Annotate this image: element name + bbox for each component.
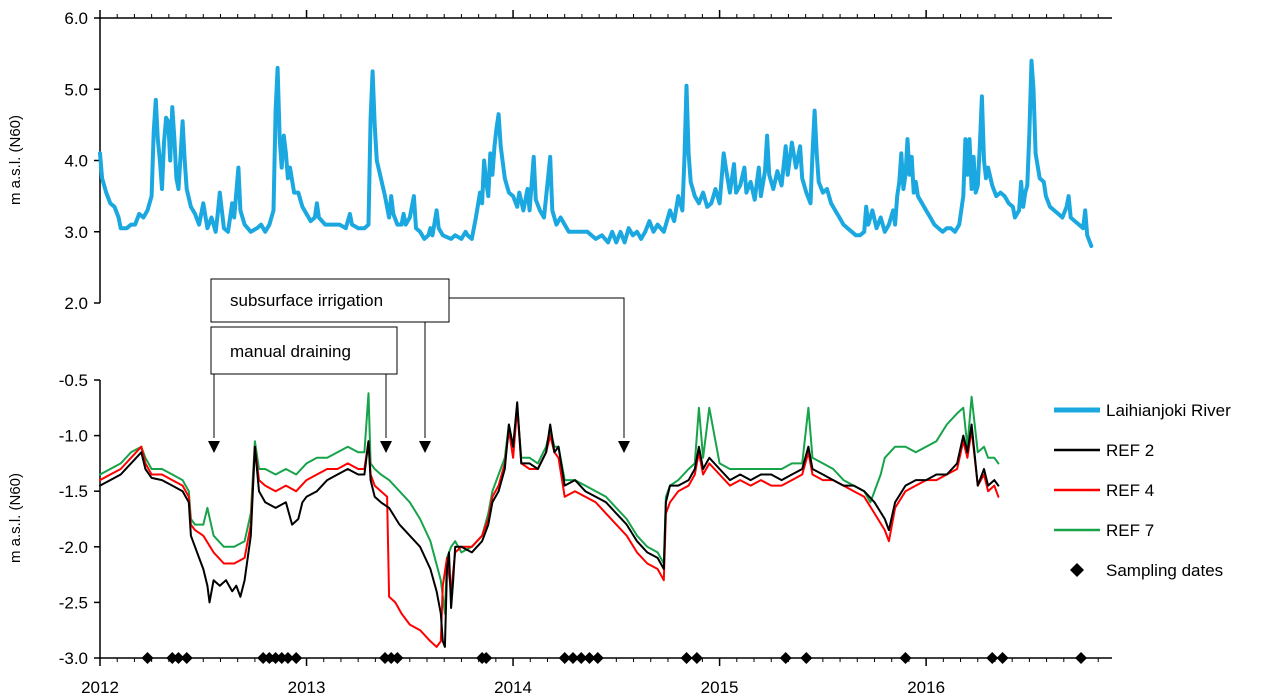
sampling-date-marker: [899, 652, 912, 664]
legend-label: REF 7: [1106, 521, 1154, 540]
annotation-manual-draining: manual draining: [208, 326, 398, 453]
sampling-date-marker: [779, 652, 792, 664]
top-y-axis-label: m a.s.l. (N60): [7, 115, 24, 205]
sampling-date-marker: [480, 652, 493, 664]
top-panel: m a.s.l. (N60) 2.0 3.0 4.0 5.0 6.0: [7, 9, 1112, 313]
sampling-date-marker: [575, 652, 588, 664]
x-tick-label: 2013: [288, 678, 326, 697]
series-line-ref-4: [99, 406, 1000, 648]
sampling-date-marker: [166, 652, 179, 664]
y-tick-label: 3.0: [64, 223, 88, 242]
bottom-y-axis-label: m a.s.l. (N60): [7, 473, 24, 563]
sampling-date-marker: [257, 652, 270, 664]
legend-label: Laihianjoki River: [1106, 401, 1231, 420]
y-tick-label: -2.0: [59, 538, 88, 557]
legend-label: REF 4: [1106, 481, 1154, 500]
legend-swatch: [1070, 563, 1084, 577]
annotation-subsurface-irrigation: subsurface irrigation: [210, 278, 630, 453]
arrow-head: [208, 441, 220, 453]
sampling-date-marker: [281, 652, 294, 664]
annotation-label: subsurface irrigation: [230, 291, 383, 310]
y-tick-label: 2.0: [64, 294, 88, 313]
annotation-connector: [449, 297, 625, 438]
y-tick-label: 5.0: [64, 80, 88, 99]
sampling-date-marker: [800, 652, 813, 664]
arrow-head: [618, 441, 630, 453]
sampling-date-marker: [680, 652, 693, 664]
y-tick-label: -1.0: [59, 427, 88, 446]
sampling-date-marker: [583, 652, 596, 664]
arrow-head: [380, 441, 392, 453]
x-tick-label: 2014: [494, 678, 532, 697]
y-tick-label: 4.0: [64, 152, 88, 171]
sampling-date-marker: [172, 652, 185, 664]
sampling-date-marker: [379, 652, 392, 664]
sampling-date-marker: [1075, 652, 1088, 664]
sampling-date-marker: [986, 652, 999, 664]
y-tick-label: -2.5: [59, 593, 88, 612]
legend-label: REF 2: [1106, 441, 1154, 460]
sampling-date-marker: [391, 652, 404, 664]
sampling-date-marker: [141, 652, 154, 664]
annotation-label: manual draining: [230, 342, 351, 361]
sampling-date-marker: [269, 652, 282, 664]
arrow-head: [419, 441, 431, 453]
y-tick-label: -0.5: [59, 371, 88, 390]
annotations: subsurface irrigation manual draining: [208, 278, 630, 453]
sampling-date-marker: [290, 652, 303, 664]
sampling-date-marker: [385, 652, 398, 664]
x-tick-label: 2012: [81, 678, 119, 697]
sampling-date-marker: [275, 652, 288, 664]
legend: Laihianjoki River REF 2 REF 4 REF 7 Sampling…: [1054, 401, 1231, 580]
sampling-date-marker: [591, 652, 604, 664]
sampling-date-marker: [566, 652, 579, 664]
y-tick-label: 6.0: [64, 9, 88, 28]
annotation-box: [210, 278, 450, 323]
y-tick-label: -1.5: [59, 482, 88, 501]
sampling-date-marker: [558, 652, 571, 664]
annotation-box: [210, 326, 398, 375]
series-line-laihianjoki-river: [98, 58, 1094, 248]
sampling-date-marker: [996, 652, 1009, 664]
series-line-ref-2: [99, 401, 1000, 648]
x-tick-label: 2016: [907, 678, 945, 697]
sampling-date-marker: [180, 652, 193, 664]
x-tick-label: 2015: [701, 678, 739, 697]
y-tick-label: -3.0: [59, 649, 88, 668]
legend-label: Sampling dates: [1106, 561, 1223, 580]
bottom-panel: m a.s.l. (N60) -3.0-2.5-2.0-1.5-1.0-0.5 …: [7, 371, 1112, 697]
sampling-date-marker: [263, 652, 276, 664]
sampling-date-marker: [690, 652, 703, 664]
